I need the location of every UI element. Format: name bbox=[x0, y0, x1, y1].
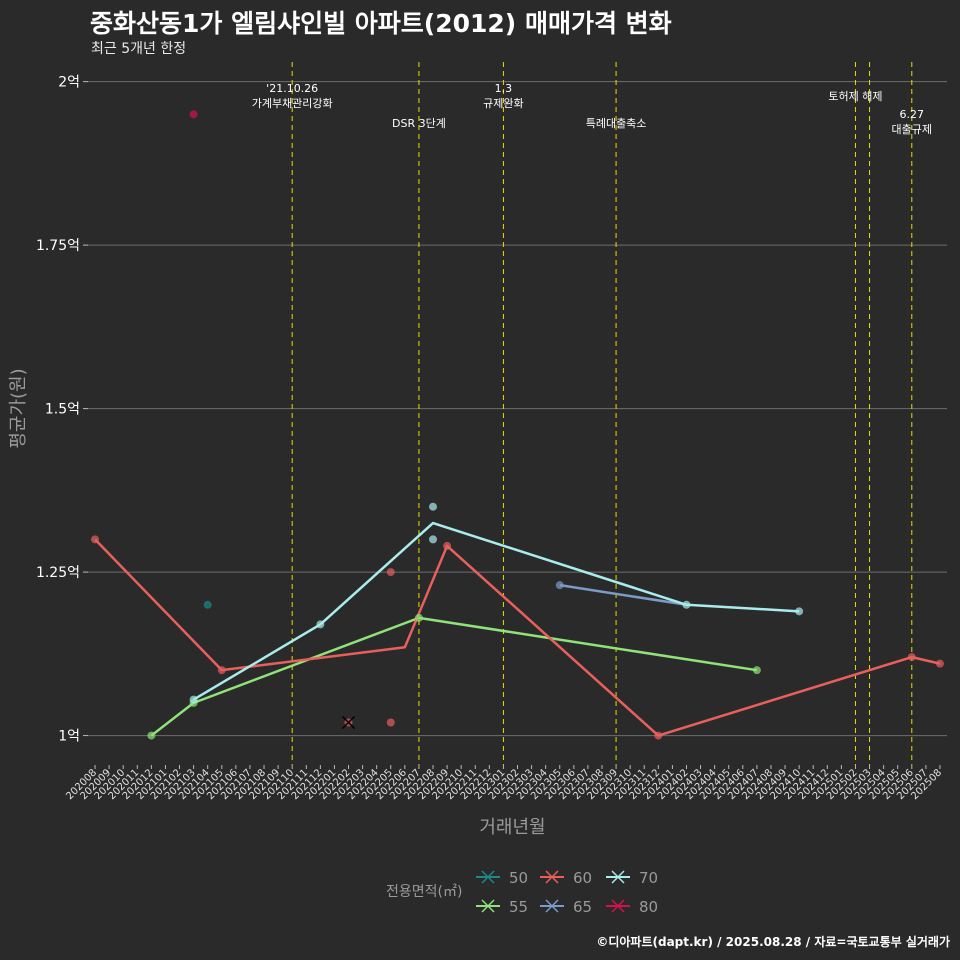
chart-title: 중화산동1가 엘림샤인빌 아파트(2012) 매매가격 변화 bbox=[90, 9, 672, 38]
event-label: '21.10.26 bbox=[266, 82, 318, 95]
event-label: 규제완화 bbox=[483, 97, 523, 110]
data-point-60 bbox=[91, 535, 100, 544]
data-point-80 bbox=[189, 110, 198, 119]
series-line-70 bbox=[192, 521, 800, 701]
legend-key-x bbox=[611, 899, 625, 913]
data-point-50 bbox=[203, 600, 212, 609]
series-line-60 bbox=[94, 538, 941, 737]
data-point-60 bbox=[217, 666, 226, 675]
legend-item-label: 65 bbox=[573, 898, 592, 916]
series-line-65 bbox=[559, 583, 687, 607]
data-point-70 bbox=[682, 600, 691, 609]
y-tick-label: 1.75억 bbox=[36, 238, 80, 254]
data-point-70 bbox=[429, 535, 438, 544]
y-tick-label: 1.25억 bbox=[36, 565, 80, 581]
legend-item-label: 80 bbox=[639, 898, 658, 916]
data-point-60 bbox=[654, 731, 663, 740]
chart-subtitle: 최근 5개년 한정 bbox=[91, 41, 187, 57]
marked-point-x bbox=[341, 715, 356, 730]
legend-key-x bbox=[481, 899, 495, 913]
y-tick-label: 1억 bbox=[58, 729, 80, 745]
source-caption: ©디아파트(dapt.kr) / 2025.08.28 / 자료=국토교통부 실… bbox=[596, 935, 950, 949]
y-tick-label: 1.5억 bbox=[45, 402, 80, 418]
event-label: 토허제 해제 bbox=[828, 89, 882, 103]
legend-item-label: 50 bbox=[509, 869, 528, 887]
y-axis-title: 평균가(원) bbox=[8, 368, 29, 448]
event-label: 대출규제 bbox=[892, 123, 932, 136]
legend-item-label: 70 bbox=[639, 869, 658, 887]
event-label: 6.27 bbox=[900, 108, 925, 121]
data-point-55 bbox=[752, 666, 761, 675]
series-line-55 bbox=[150, 616, 758, 737]
data-point-65 bbox=[555, 581, 564, 590]
y-tick-label: 2억 bbox=[58, 75, 80, 91]
data-point-60 bbox=[386, 568, 395, 577]
data-point-60 bbox=[935, 659, 944, 668]
data-point-55 bbox=[147, 731, 156, 740]
data-point-70 bbox=[316, 620, 325, 629]
data-point-55 bbox=[414, 613, 423, 622]
event-label: 가계부채관리강화 bbox=[252, 97, 333, 110]
legend-key-x bbox=[545, 899, 559, 913]
data-point-70 bbox=[429, 502, 438, 511]
data-point-70 bbox=[795, 607, 804, 616]
data-point-60 bbox=[443, 541, 452, 550]
legend-item-label: 55 bbox=[509, 898, 528, 916]
event-label: DSR 3단계 bbox=[392, 117, 446, 130]
legend-key-x bbox=[611, 870, 625, 884]
x-axis-title: 거래년월 bbox=[479, 817, 545, 838]
data-point-60 bbox=[386, 718, 395, 727]
data-point-70 bbox=[189, 695, 198, 704]
legend-key-x bbox=[545, 870, 559, 884]
data-point-60 bbox=[907, 653, 916, 662]
legend-item-label: 60 bbox=[573, 869, 592, 887]
event-label: 1.3 bbox=[495, 82, 513, 95]
event-label: 특례대출축소 bbox=[586, 117, 647, 130]
legend-title: 전용면적(㎡) bbox=[386, 884, 462, 900]
legend-key-x bbox=[481, 870, 495, 884]
